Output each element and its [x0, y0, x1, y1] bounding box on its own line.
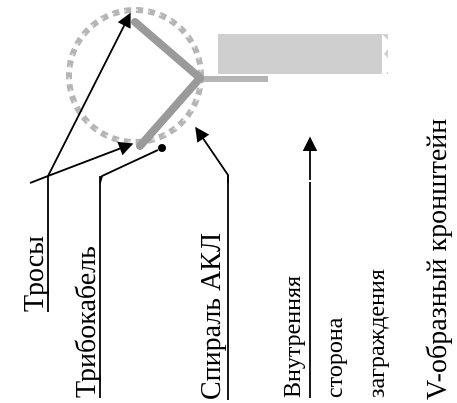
v-bracket: [131, 18, 204, 150]
label-cables: Тросы: [19, 236, 50, 312]
label-bracket: V-образный кронштейн: [422, 119, 453, 400]
spiral-akl: [66, 7, 204, 145]
label-tribocable: Трибокабель: [71, 246, 102, 398]
leader-lines: [29, 12, 318, 400]
label-inner-side-1: Внутренняя: [280, 276, 306, 398]
tribocable-dot: [158, 144, 166, 152]
label-spiral: Спираль АКЛ: [196, 233, 227, 400]
label-inner-side-2: сторона: [322, 317, 348, 398]
label-inner-side-3: заграждения: [364, 269, 390, 398]
post: [200, 34, 394, 82]
